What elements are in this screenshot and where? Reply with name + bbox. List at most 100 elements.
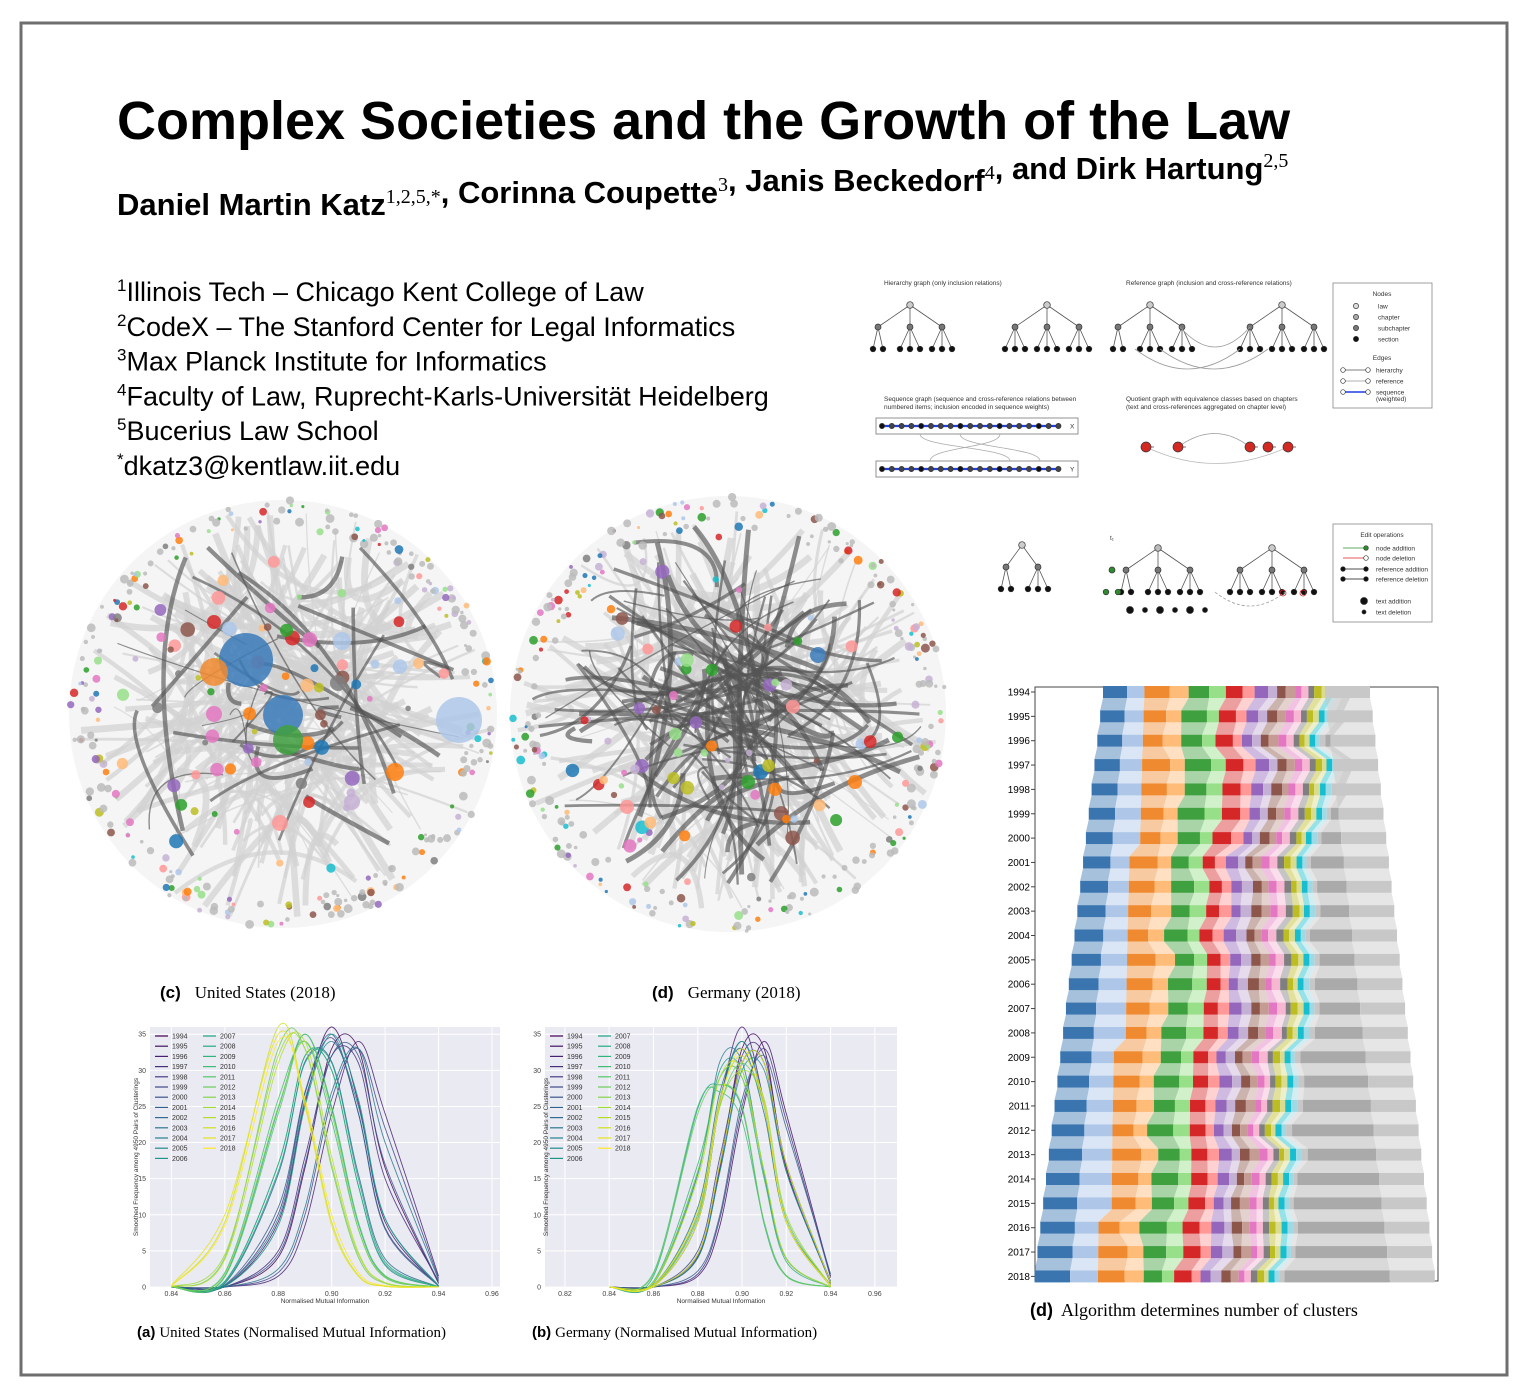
reference-arc	[1134, 348, 1241, 370]
diagram-node	[1268, 566, 1276, 574]
cluster-block	[1282, 832, 1290, 845]
cluster-flow	[1139, 1233, 1167, 1247]
network-node	[470, 668, 478, 676]
cluster-block	[1233, 1246, 1242, 1259]
cluster-block	[1037, 1246, 1073, 1259]
network-node	[313, 682, 324, 693]
cluster-flow	[1354, 965, 1403, 979]
cluster-block	[1294, 759, 1303, 772]
cluster-flow	[1161, 1258, 1184, 1271]
cluster-flow	[1289, 1160, 1302, 1173]
cluster-block	[1293, 1075, 1299, 1088]
cluster-block	[1261, 929, 1269, 942]
cluster-flow	[1077, 892, 1109, 906]
network-node	[604, 737, 612, 745]
diagram-node	[947, 423, 954, 429]
cluster-block	[1210, 1246, 1223, 1259]
network-node	[343, 904, 353, 914]
cluster-block	[1311, 807, 1317, 820]
network-edge-strong	[576, 662, 652, 808]
diagram-node	[1011, 345, 1019, 353]
cluster-block	[1317, 880, 1347, 893]
cluster-block	[1115, 807, 1141, 820]
cluster-block	[1248, 1026, 1259, 1039]
cluster-flow	[1208, 1063, 1220, 1076]
network-node	[814, 513, 823, 522]
network-node	[853, 555, 863, 565]
network-node	[118, 602, 128, 611]
diagram-node	[1006, 423, 1013, 429]
legend-node	[1365, 367, 1371, 373]
network-node	[243, 707, 256, 721]
added-node	[1102, 588, 1110, 596]
cluster-block	[1262, 1221, 1270, 1234]
cluster-flow	[1110, 844, 1141, 857]
cluster-block	[1219, 905, 1232, 918]
cluster-block	[1325, 734, 1334, 747]
network-node	[327, 911, 335, 918]
network-node	[101, 761, 106, 765]
legend-node	[1340, 576, 1346, 582]
cluster-flow	[1297, 1014, 1310, 1027]
cluster-block	[1100, 710, 1125, 723]
network-node	[133, 572, 138, 577]
cluster-flow	[1249, 795, 1264, 808]
cluster-block	[1269, 1246, 1276, 1259]
network-node	[598, 882, 602, 887]
cluster-block	[1166, 710, 1182, 723]
cluster-block	[1300, 929, 1306, 942]
cluster-block	[1259, 1124, 1265, 1137]
cluster-flow	[1273, 1209, 1282, 1222]
cluster-block	[1282, 783, 1289, 796]
figure-caption: (c) United States (2018)	[160, 983, 335, 1002]
x-tick-label: 0.92	[378, 1291, 392, 1298]
network-node	[659, 888, 665, 895]
cluster-block	[1189, 1124, 1206, 1137]
cluster-block	[1389, 1270, 1435, 1283]
network-node	[668, 690, 679, 701]
poster-title: Complex Societies and the Growth of the …	[117, 91, 1291, 151]
cluster-flow	[1206, 965, 1221, 979]
cluster-flow	[1310, 844, 1344, 857]
cluster-block	[1187, 929, 1200, 942]
network-node	[906, 799, 916, 809]
cluster-block	[1179, 1075, 1194, 1088]
year-label: 2015	[1008, 1199, 1031, 1210]
cluster-block	[1338, 807, 1384, 820]
cluster-flow	[1228, 1160, 1240, 1173]
network-node	[370, 659, 380, 669]
cluster-flow	[1300, 941, 1315, 954]
density-line	[609, 1048, 831, 1292]
diagram-node	[1154, 588, 1162, 596]
cluster-block	[1230, 1270, 1239, 1283]
network-node	[565, 763, 580, 778]
cluster-flow	[1128, 868, 1158, 881]
cluster-flow	[1285, 698, 1302, 711]
cluster-block	[1315, 759, 1323, 772]
cluster-flow	[1317, 819, 1331, 833]
network-node	[285, 901, 293, 909]
network-node	[629, 898, 637, 906]
network-node	[673, 748, 683, 757]
network-node	[677, 923, 682, 928]
cluster-block	[1206, 978, 1221, 991]
cluster-block	[1218, 1148, 1232, 1161]
cluster-flow	[1097, 1258, 1128, 1271]
cluster-block	[1140, 832, 1161, 845]
network-edge-strong	[717, 680, 772, 846]
cluster-flow	[1284, 1063, 1294, 1076]
cluster-block	[1148, 929, 1165, 942]
diagram-edge	[1046, 304, 1080, 328]
cluster-block	[1166, 1221, 1183, 1234]
cluster-flow	[1280, 965, 1292, 979]
year-label: 1994	[1008, 688, 1031, 699]
cluster-flow	[1283, 917, 1300, 930]
network-node	[909, 631, 914, 636]
cluster-flow	[1271, 1111, 1286, 1125]
network-node	[912, 623, 920, 631]
cluster-block	[1273, 1197, 1279, 1210]
cluster-block	[1216, 1051, 1226, 1064]
x-tick-label: 0.88	[271, 1291, 285, 1298]
diagram-node	[1164, 588, 1172, 596]
network-node	[323, 892, 330, 899]
